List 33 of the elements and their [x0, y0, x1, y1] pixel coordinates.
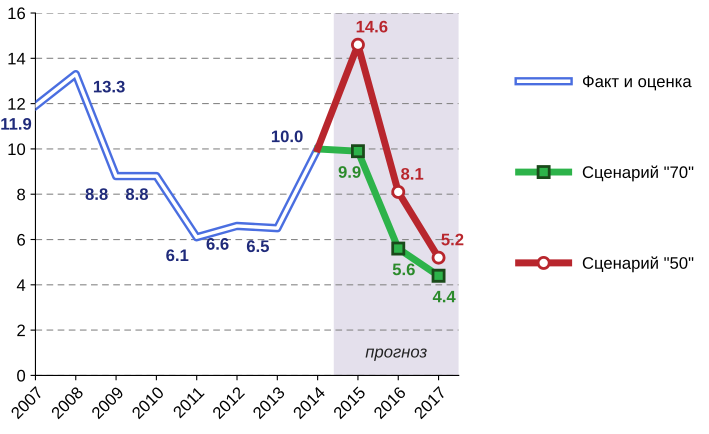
data-label: 6.5 [246, 240, 269, 252]
data-label: 4.4 [432, 290, 456, 302]
point [350, 38, 365, 52]
band-label: прогноз [366, 348, 427, 361]
point [432, 250, 446, 265]
data-label: 9.9 [338, 166, 361, 178]
legend-label: Факт и оценка [582, 76, 692, 90]
point [432, 268, 446, 283]
y-tick-label: 2 [17, 324, 25, 336]
data-label: 10.0 [272, 130, 303, 142]
data-label: 11.9 [1, 118, 32, 130]
data-label: 5.2 [441, 234, 464, 246]
y-tick-label: 4 [16, 279, 26, 291]
y-tick-label: 16 [8, 7, 25, 20]
data-label: 8.1 [401, 168, 424, 180]
y-tick-label: 6 [17, 234, 25, 246]
y-tick-label: 0 [17, 370, 26, 382]
point [391, 185, 406, 199]
legend-label: Сценарий "50" [582, 256, 694, 272]
point [350, 144, 365, 158]
data-label: 8.8 [126, 188, 148, 200]
data-label: 8.8 [86, 188, 108, 200]
data-label: 6.1 [166, 249, 188, 262]
legend-label: Сценарий "70" [582, 166, 694, 182]
y-tick-label: 14 [8, 52, 26, 64]
y-tick-label: 10 [8, 143, 26, 156]
data-label: 6.6 [206, 238, 229, 250]
data-label: 14.6 [356, 20, 388, 33]
y-tick-label: 8 [17, 188, 26, 200]
y-tick-label: 12 [8, 98, 25, 110]
data-label: 5.6 [392, 263, 415, 276]
point [391, 242, 406, 256]
data-label: 13.3 [94, 80, 125, 93]
